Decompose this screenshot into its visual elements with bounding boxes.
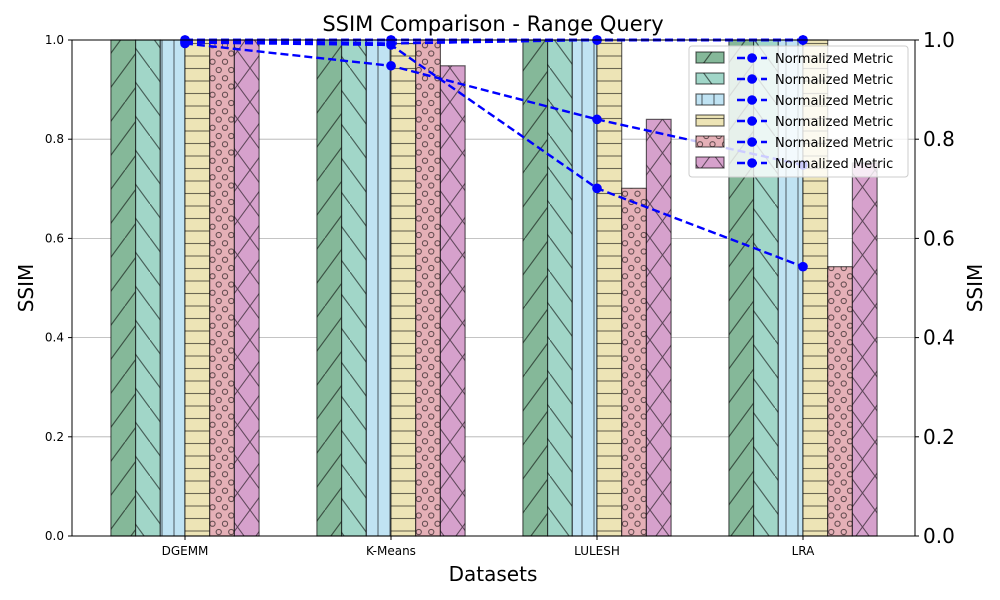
bar [184,39,211,537]
legend-line-marker [747,137,757,147]
bar [316,39,343,537]
metric-line [184,42,804,167]
legend-bar-swatch [695,114,725,127]
y-tick-label-right: 0.8 [923,127,955,151]
y-axis-right: 0.0 0.2 0.4 0.6 0.8 1.0 [915,28,955,548]
y-tick-label-right: 0.2 [923,425,955,449]
legend-line-label: Normalized Metric [775,52,893,67]
metric-point [386,40,396,50]
metric-point [798,261,808,272]
bar [522,39,549,537]
y-tick-label-right: 0.6 [923,226,955,250]
legend-line-label: Normalized Metric [775,94,893,109]
legend-line-marker [747,116,757,126]
y-tick-label-left: 0.4 [45,331,64,345]
chart-title: SSIM Comparison - Range Query [322,12,663,36]
metric-point [592,114,602,125]
legend-line-marker [747,95,757,105]
bar [851,162,878,537]
bar [596,39,623,537]
legend-line-label: Normalized Metric [775,73,893,88]
legend-bar-swatch [695,93,725,106]
x-tick-label: LULESH [574,544,620,558]
y-axis-label-left: SSIM [14,264,38,313]
y-tick-label-left: 0.8 [45,132,64,146]
x-tick-label: DGEMM [162,544,209,558]
bar [365,39,392,537]
y-tick-label-right: 0.4 [923,326,955,350]
metric-line [184,38,803,45]
y-tick-label-left: 0.0 [45,529,64,543]
metric-point [386,60,396,71]
legend-bar-swatch [695,51,725,64]
legend-line-marker [747,158,757,168]
legend-bar-swatch [695,156,725,169]
bar [415,39,442,537]
bar [135,39,161,537]
x-axis-label: Datasets [449,562,538,586]
y-axis-left: 0.0 0.2 0.4 0.6 0.8 1.0 [45,33,72,543]
bar [233,39,260,537]
bar [110,39,137,537]
metric-line [184,41,804,268]
legend-bar-swatch [695,72,725,85]
plot-frame [71,39,916,537]
legend-line-label: Normalized Metric [775,157,893,172]
legend-line-marker [747,53,757,63]
legend-line-label: Normalized Metric [775,136,893,151]
metric-point [592,183,602,194]
y-tick-label-right: 0.0 [923,524,955,548]
legend-bar-swatch [695,135,725,148]
legend-line-marker [747,74,757,84]
bar [209,39,235,537]
x-axis: DGEMM K-Means LULESH LRA [162,536,816,558]
y-tick-label-right: 1.0 [923,28,955,52]
bar [439,65,466,537]
bar [621,187,648,537]
bar [546,39,573,537]
bar [390,42,417,537]
y-tick-label-left: 1.0 [45,33,64,47]
legend-line-label: Normalized Metric [775,115,893,130]
y-tick-label-left: 0.6 [45,231,64,245]
bar [341,39,367,537]
y-axis-label-right: SSIM [963,264,987,313]
bar [645,118,672,537]
bar [159,39,186,537]
bar [827,266,854,537]
y-tick-label-left: 0.2 [45,430,64,444]
legend: Normalized Metric Normalized Metric Normal… [688,45,909,178]
metric-point [180,38,190,49]
x-tick-label: LRA [792,544,816,558]
x-tick-label: K-Means [366,544,416,558]
